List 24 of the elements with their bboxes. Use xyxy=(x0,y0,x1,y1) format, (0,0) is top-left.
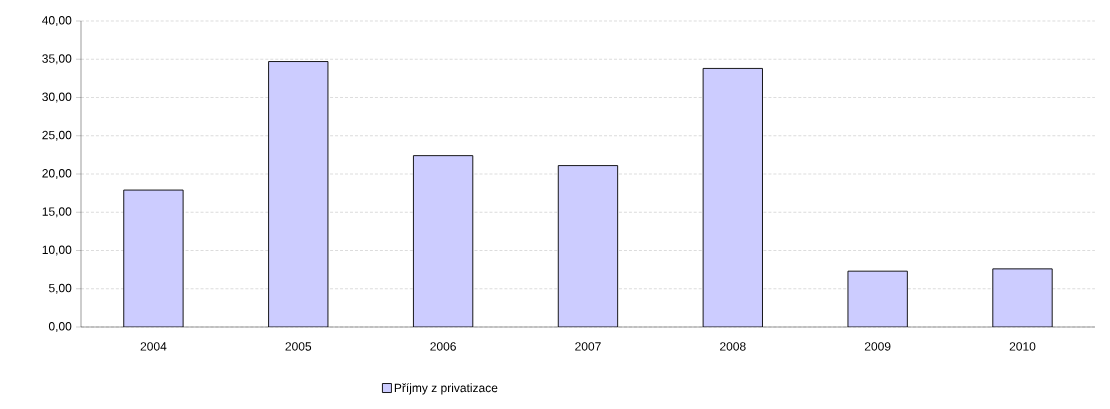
bar xyxy=(702,67,763,327)
x-tick-label: 2010 xyxy=(1009,342,1036,351)
bar xyxy=(268,61,329,327)
x-tick-label: 2007 xyxy=(575,342,601,351)
bar xyxy=(847,270,908,327)
y-tick-label: 30,00 xyxy=(42,92,72,103)
x-tick-label: 2004 xyxy=(140,342,167,351)
bar xyxy=(557,165,619,327)
bar xyxy=(992,268,1053,327)
y-tick-label: 0,00 xyxy=(48,322,72,332)
bar xyxy=(123,189,184,327)
y-tick-label: 25,00 xyxy=(42,130,72,141)
x-tick-label: 2006 xyxy=(430,342,456,351)
x-tick-label: 2009 xyxy=(864,342,891,351)
legend-label: Příjmy z privatizace xyxy=(394,383,498,395)
x-tick-label: 2005 xyxy=(285,342,312,351)
y-tick-label: 20,00 xyxy=(42,169,72,179)
y-tick-label: 35,00 xyxy=(42,54,72,65)
y-tick-label: 10,00 xyxy=(42,245,72,256)
bar xyxy=(412,155,474,327)
y-tick-label: 5,00 xyxy=(48,283,72,294)
y-tick-label: 40,00 xyxy=(42,16,72,26)
y-tick-label: 15,00 xyxy=(42,207,72,218)
x-tick-label: 2008 xyxy=(720,342,746,351)
